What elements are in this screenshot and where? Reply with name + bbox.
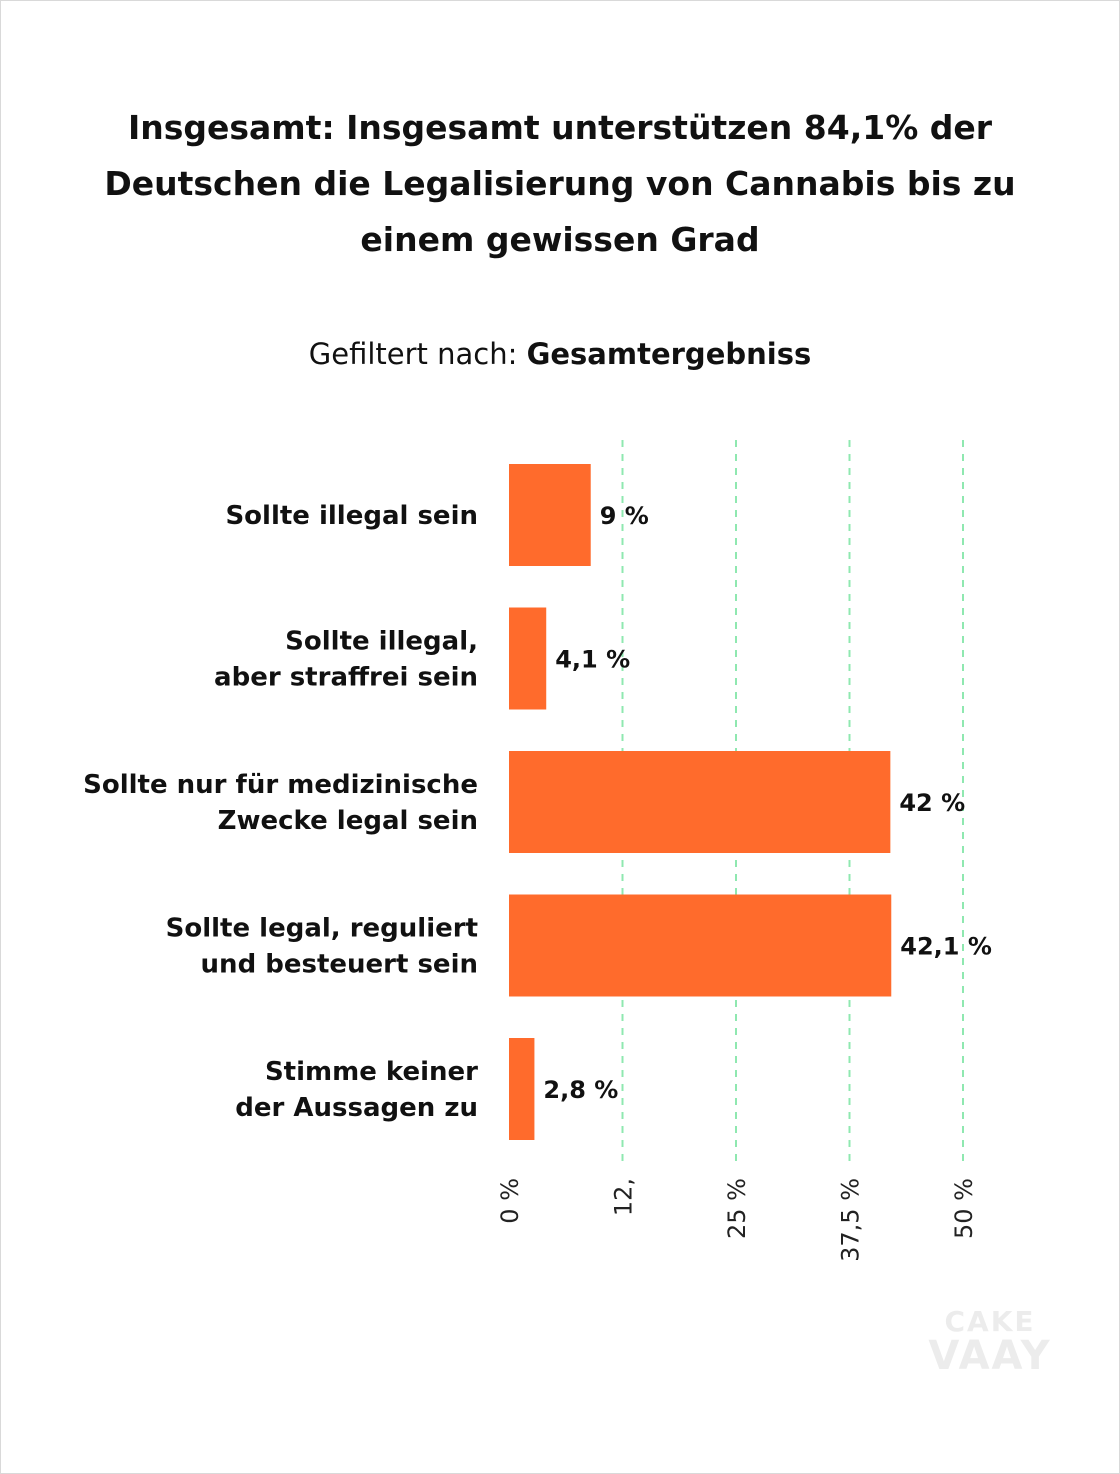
value-label: 42,1 % — [900, 933, 992, 961]
tick-label: 0 % — [496, 1178, 524, 1224]
category-label: Sollte illegal, — [285, 627, 478, 657]
bar — [509, 464, 591, 566]
value-label: 4,1 % — [555, 646, 630, 674]
watermark-logo: CAKE VAAY — [920, 1310, 1060, 1380]
tick-label: 50 % — [950, 1178, 978, 1239]
filter-value: Gesamtergebniss — [526, 337, 812, 371]
category-label: Zwecke legal sein — [218, 806, 478, 836]
watermark-line-1: CAKE — [944, 1310, 1036, 1332]
tick-label: 12, — [610, 1178, 638, 1216]
category-label: Stimme keiner — [265, 1057, 478, 1087]
category-label: der Aussagen zu — [235, 1093, 478, 1123]
bar — [509, 607, 547, 710]
chart-subtitle: Gefiltert nach: Gesamtergebniss — [60, 334, 1060, 374]
tick-label: 37,5 % — [837, 1178, 865, 1262]
category-label: aber straffrei sein — [214, 663, 478, 693]
category-label: Sollte illegal sein — [225, 501, 478, 531]
filter-prefix: Gefiltert nach: — [308, 337, 518, 371]
value-label: 2,8 % — [543, 1076, 618, 1104]
category-label: und besteuert sein — [201, 950, 478, 980]
category-label: Sollte nur für medizinische — [83, 770, 478, 800]
bar — [509, 751, 891, 853]
bar — [509, 894, 892, 997]
value-label: 9 % — [600, 502, 649, 530]
category-label: Sollte legal, reguliert — [166, 914, 478, 944]
chart-title: Insgesamt: Insgesamt unterstützen 84,1% … — [104, 108, 1016, 259]
tick-label: 25 % — [723, 1178, 751, 1239]
watermark-line-2: VAAY — [928, 1333, 1052, 1379]
bar — [509, 1038, 535, 1140]
value-label: 42 % — [899, 789, 965, 817]
